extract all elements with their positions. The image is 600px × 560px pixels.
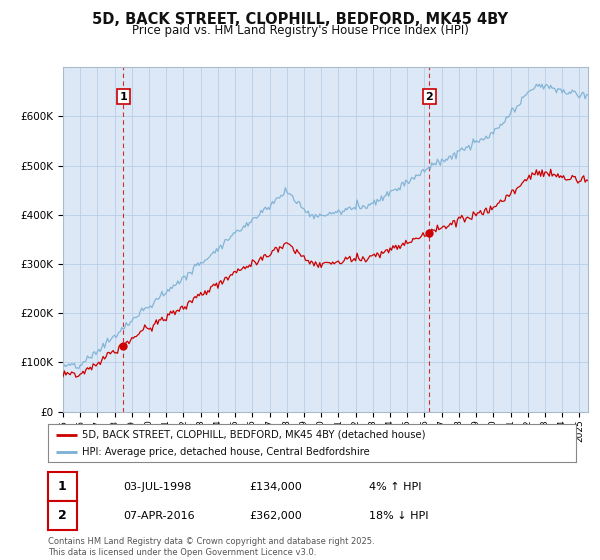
Text: 5D, BACK STREET, CLOPHILL, BEDFORD, MK45 4BY: 5D, BACK STREET, CLOPHILL, BEDFORD, MK45… — [92, 12, 508, 27]
Text: 03-JUL-1998: 03-JUL-1998 — [123, 482, 191, 492]
Text: £134,000: £134,000 — [249, 482, 302, 492]
Text: HPI: Average price, detached house, Central Bedfordshire: HPI: Average price, detached house, Cent… — [82, 447, 370, 458]
Text: 4% ↑ HPI: 4% ↑ HPI — [369, 482, 421, 492]
Text: Price paid vs. HM Land Registry's House Price Index (HPI): Price paid vs. HM Land Registry's House … — [131, 24, 469, 37]
Text: 5D, BACK STREET, CLOPHILL, BEDFORD, MK45 4BY (detached house): 5D, BACK STREET, CLOPHILL, BEDFORD, MK45… — [82, 430, 426, 440]
Text: 18% ↓ HPI: 18% ↓ HPI — [369, 511, 428, 521]
Text: 2: 2 — [58, 509, 67, 522]
Text: 1: 1 — [119, 92, 127, 102]
Text: 1: 1 — [58, 480, 67, 493]
Text: £362,000: £362,000 — [249, 511, 302, 521]
Text: Contains HM Land Registry data © Crown copyright and database right 2025.
This d: Contains HM Land Registry data © Crown c… — [48, 537, 374, 557]
Text: 2: 2 — [425, 92, 433, 102]
Text: 07-APR-2016: 07-APR-2016 — [123, 511, 194, 521]
